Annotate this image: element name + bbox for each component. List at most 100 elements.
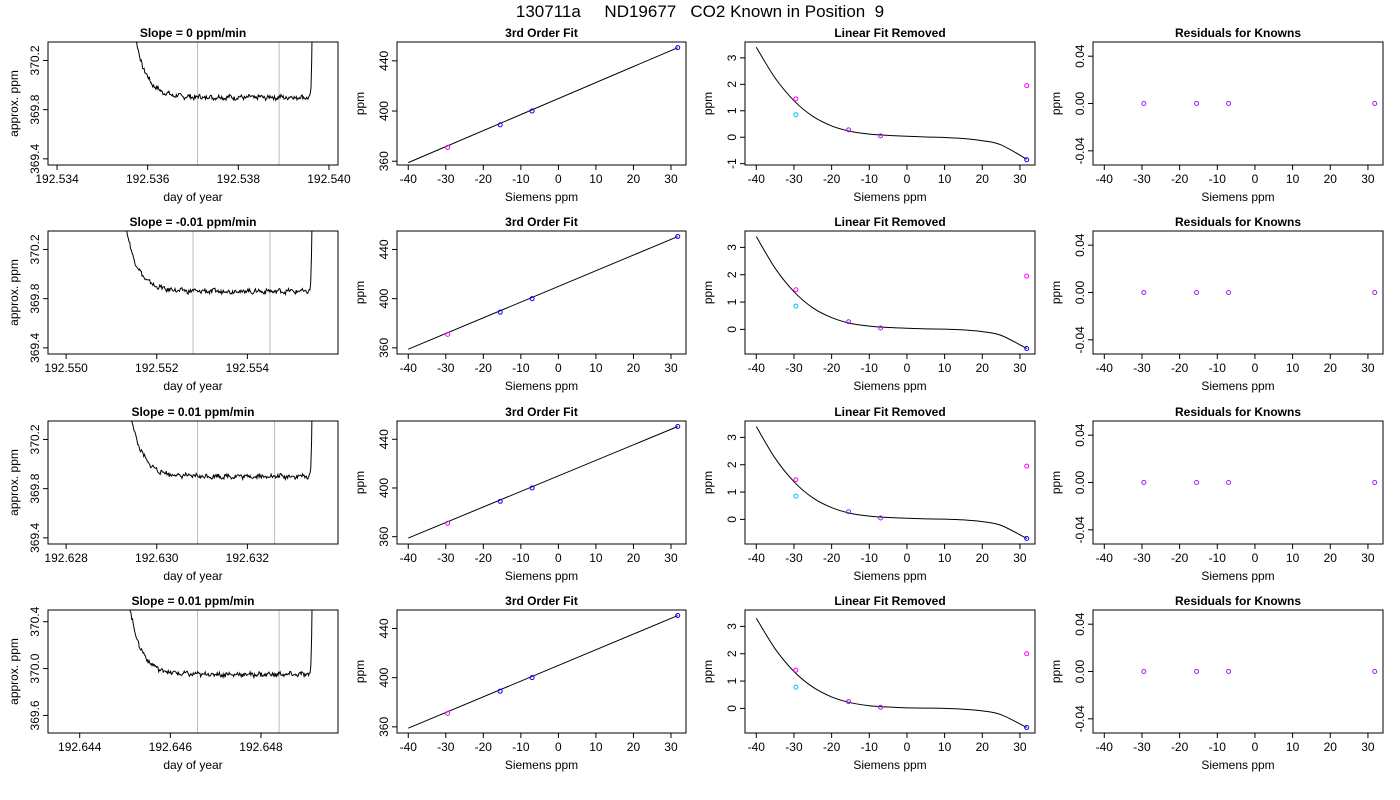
plot-frame <box>396 230 687 355</box>
y-tick-label: 0 <box>725 134 739 141</box>
x-tick-label: 192.538 <box>217 172 261 186</box>
x-tick-label: 0 <box>555 740 562 754</box>
x-tick-label: 30 <box>1361 172 1375 186</box>
x-tick-label: 20 <box>627 740 641 754</box>
plot-frame <box>1092 420 1384 545</box>
x-tick-label: -10 <box>512 551 530 565</box>
panel-title: Linear Fit Removed <box>834 26 945 40</box>
data-point <box>1372 669 1378 674</box>
y-tick-label: 0.00 <box>1073 470 1087 494</box>
data-point <box>445 331 451 337</box>
x-tick-label: 20 <box>1324 172 1338 186</box>
fit-line <box>408 236 678 350</box>
x-axis-label: Siemens ppm <box>853 758 926 772</box>
y-tick-label: 400 <box>377 288 391 308</box>
x-tick-label: -30 <box>785 740 803 754</box>
x-axis-label: Siemens ppm <box>853 379 926 393</box>
plot-area <box>1141 290 1378 295</box>
y-tick-label: -0.04 <box>1073 516 1087 544</box>
x-tick-label: 10 <box>1286 361 1300 375</box>
data-point <box>878 704 884 710</box>
y-axis-label: ppm <box>701 660 715 683</box>
x-tick-label: -20 <box>823 361 841 375</box>
y-tick-label: 1 <box>725 298 739 305</box>
y-tick-label: 0.00 <box>1073 659 1087 683</box>
data-point <box>497 688 503 694</box>
x-tick-label: -10 <box>861 172 879 186</box>
x-tick-label: 192.628 <box>44 551 88 565</box>
fit-line <box>408 47 678 164</box>
y-tick-label: 440 <box>377 429 391 449</box>
x-tick-label: 10 <box>589 740 603 754</box>
panel-title: Slope = 0.01 ppm/min <box>131 594 254 608</box>
data-point <box>529 108 535 114</box>
x-tick-label: 30 <box>664 172 678 186</box>
data-point <box>675 45 681 51</box>
plot-frame <box>744 420 1036 545</box>
x-tick-label: 0 <box>1252 551 1259 565</box>
panel-title: 3rd Order Fit <box>505 405 578 419</box>
plot-frame <box>47 609 339 734</box>
y-axis-label: approx. ppm <box>7 449 21 516</box>
x-tick-label: 192.632 <box>226 551 270 565</box>
x-tick-label: -40 <box>400 172 418 186</box>
x-tick-label: -40 <box>400 740 418 754</box>
x-tick-label: 0 <box>555 361 562 375</box>
panel-2-0: Slope = 0.01 ppm/min 192.628 192.630 192.63… <box>7 405 339 583</box>
plot-area <box>755 426 1030 542</box>
y-axis-label: ppm <box>1049 471 1063 494</box>
x-tick-label: -30 <box>1133 172 1151 186</box>
plot-area <box>755 47 1030 163</box>
x-tick-label: -20 <box>475 551 493 565</box>
x-tick-label: 192.648 <box>239 740 283 754</box>
y-tick-label: -1 <box>725 158 739 169</box>
x-tick-label: 0 <box>904 361 911 375</box>
x-tick-label: 10 <box>1286 551 1300 565</box>
y-tick-label: 0 <box>725 516 739 523</box>
y-tick-label: 369.8 <box>28 94 42 124</box>
x-tick-label: -10 <box>1209 361 1227 375</box>
fit-curve <box>755 47 1027 160</box>
x-axis-label: Siemens ppm <box>1201 379 1274 393</box>
x-tick-label: 10 <box>589 551 603 565</box>
x-tick-label: 0 <box>555 551 562 565</box>
x-tick-label: -10 <box>861 551 879 565</box>
x-tick-label: 192.552 <box>135 361 179 375</box>
plot-area <box>408 234 681 350</box>
x-tick-label: 192.536 <box>126 172 170 186</box>
y-tick-label: 440 <box>377 239 391 259</box>
y-axis-label: approx. ppm <box>7 638 21 705</box>
x-axis-label: Siemens ppm <box>505 379 578 393</box>
data-point <box>878 133 884 139</box>
y-tick-label: 369.6 <box>28 700 42 730</box>
y-tick-label: 3 <box>725 244 739 251</box>
panel-title: 3rd Order Fit <box>505 26 578 40</box>
y-tick-label: 400 <box>377 478 391 498</box>
y-tick-label: 369.4 <box>28 333 42 363</box>
y-tick-label: 2 <box>725 650 739 657</box>
x-tick-label: 10 <box>1286 740 1300 754</box>
plot-frame <box>47 41 339 166</box>
data-point <box>793 477 799 483</box>
plot-frame <box>47 230 339 355</box>
y-tick-label: -0.04 <box>1073 137 1087 165</box>
y-axis-label: ppm <box>353 281 367 304</box>
y-tick-label: 400 <box>377 667 391 687</box>
fit-curve <box>755 236 1027 349</box>
x-tick-label: 192.554 <box>226 361 270 375</box>
y-tick-label: 2 <box>725 271 739 278</box>
x-tick-label: -20 <box>475 361 493 375</box>
x-tick-label: -40 <box>1096 172 1114 186</box>
x-tick-label: 10 <box>938 361 952 375</box>
y-tick-label: 3 <box>725 434 739 441</box>
x-tick-label: -20 <box>823 740 841 754</box>
plot-frame <box>1092 609 1384 734</box>
panel-1-2: Linear Fit Removed -40 -30 -20 -10 0 10 20 30 0 1 2… <box>701 215 1036 393</box>
data-point <box>497 498 503 504</box>
x-axis-label: Siemens ppm <box>505 190 578 204</box>
plot-area <box>1141 669 1378 674</box>
x-tick-label: -30 <box>437 172 455 186</box>
y-axis-label: approx. ppm <box>7 70 21 137</box>
data-point <box>675 613 681 619</box>
